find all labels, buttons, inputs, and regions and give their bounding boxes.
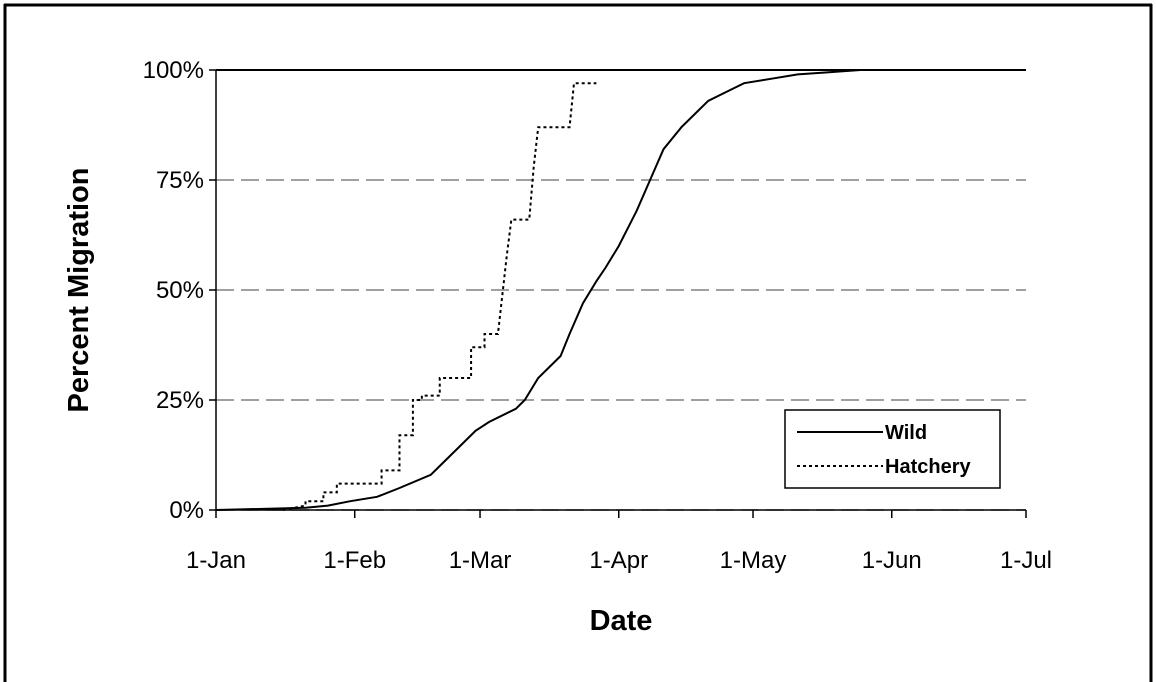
legend-label: Hatchery bbox=[885, 456, 971, 478]
legend-box bbox=[784, 409, 1001, 489]
legend-label: Wild bbox=[885, 422, 927, 444]
x-tick-label: 1-Jan bbox=[186, 547, 246, 574]
y-tick-label: 100% bbox=[143, 57, 204, 84]
x-tick-label: 1-Mar bbox=[449, 547, 512, 574]
y-axis-title: Percent Migration bbox=[63, 168, 95, 413]
x-tick-label: 1-Jun bbox=[862, 547, 922, 574]
y-tick-label: 50% bbox=[156, 277, 204, 304]
x-axis-title: Date bbox=[590, 605, 653, 637]
x-tick-label: 1-Jul bbox=[1000, 547, 1052, 574]
x-tick-label: 1-May bbox=[720, 547, 787, 574]
series-line bbox=[215, 69, 906, 511]
y-tick-label: 0% bbox=[169, 497, 204, 524]
series-line bbox=[282, 82, 597, 511]
y-tick-label: 75% bbox=[156, 167, 204, 194]
y-tick-label: 25% bbox=[156, 387, 204, 414]
x-tick-label: 1-Feb bbox=[323, 547, 386, 574]
x-tick-label: 1-Apr bbox=[589, 547, 648, 574]
